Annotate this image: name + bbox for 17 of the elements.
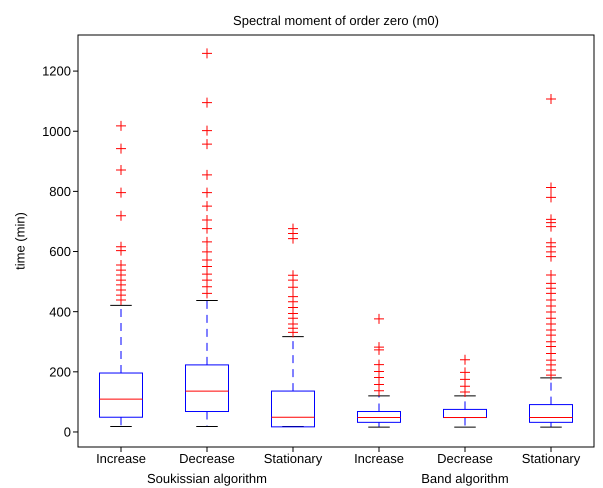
x-tick-label: Increase <box>354 451 404 466</box>
y-tick-label: 400 <box>49 304 71 320</box>
x-tick-label: Increase <box>96 451 146 466</box>
y-axis-title: time (min) <box>12 212 28 270</box>
x-tick-label: Stationary <box>264 451 323 466</box>
y-tick-label: 800 <box>49 184 71 199</box>
chart-title: Spectral moment of order zero (m0) <box>233 13 439 28</box>
y-tick-label: 200 <box>49 364 71 380</box>
text: Soukissian algorithm <box>147 471 267 486</box>
y-tick-label: 600 <box>49 244 71 260</box>
x-tick-label: Decrease <box>437 451 493 466</box>
x-tick-label: Decrease <box>179 451 235 466</box>
y-tick-label: 1000 <box>42 124 71 139</box>
text: Band algorithm <box>421 471 509 486</box>
x-tick-label: Stationary <box>522 451 581 466</box>
y-tick-label: 1200 <box>42 64 71 79</box>
y-tick-label: 0 <box>64 424 71 440</box>
